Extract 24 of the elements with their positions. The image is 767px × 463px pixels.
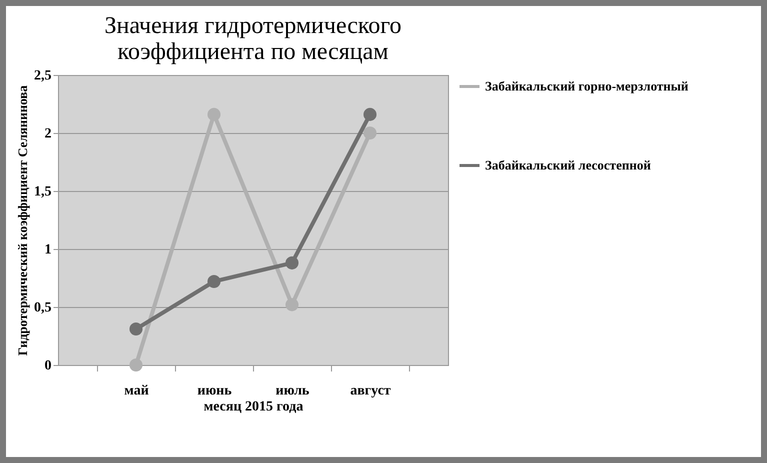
x-tick-label: июль xyxy=(276,384,310,398)
legend-label: Забайкальский лесостепной xyxy=(485,158,652,172)
x-tick-label: август xyxy=(350,384,391,398)
y-tick-label: 1,5 xyxy=(34,184,52,200)
point xyxy=(207,108,221,121)
y-tick-label: 0 xyxy=(44,358,52,374)
point xyxy=(363,126,377,140)
text: Значения гидротермического xyxy=(104,13,402,39)
y-tick-label: 0,5 xyxy=(34,300,52,316)
legend-label: Забайкальский горно-мерзлотный xyxy=(485,78,689,94)
point xyxy=(363,108,377,121)
x-tick-label: июнь xyxy=(197,384,232,398)
y-tick-label: 2 xyxy=(44,126,52,142)
y-axis-title: Гидротермический коэффициент Селянинова xyxy=(15,84,30,356)
x-tick-label: май xyxy=(124,384,149,398)
y-tick-label: 2,5 xyxy=(34,68,52,84)
point xyxy=(285,298,299,312)
point xyxy=(285,256,299,270)
x-axis-title: месяц 2015 года xyxy=(204,400,304,414)
point xyxy=(129,322,143,336)
point xyxy=(129,358,143,372)
y-tick-label: 1 xyxy=(44,242,52,258)
point xyxy=(207,274,221,288)
text: коэффициента по месяцам xyxy=(118,39,388,65)
